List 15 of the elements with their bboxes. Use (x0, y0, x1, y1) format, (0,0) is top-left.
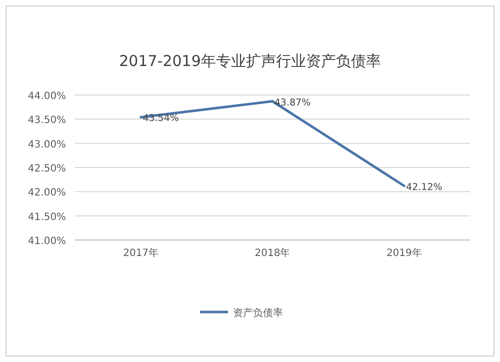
y-tick-label: 41.50% (28, 212, 66, 223)
chart-title: 2017-2019年专业扩声行业资产负债率 (119, 52, 381, 70)
y-tick-label: 42.00% (28, 188, 66, 199)
legend-label: 资产负债率 (233, 307, 283, 319)
y-tick-label: 42.50% (28, 164, 66, 174)
data-label: 43.54% (142, 113, 179, 124)
y-tick-label: 43.00% (28, 139, 66, 150)
x-tick-label: 2018年 (254, 247, 290, 259)
x-tick-label: 2019年 (386, 247, 422, 259)
y-tick-label: 43.50% (28, 115, 66, 126)
y-tick-label: 44.00% (28, 91, 66, 102)
x-tick-label: 2017年 (123, 247, 159, 259)
data-label: 42.12% (406, 182, 442, 193)
y-tick-label: 41.00% (28, 236, 66, 247)
data-label: 43.87% (274, 97, 311, 108)
